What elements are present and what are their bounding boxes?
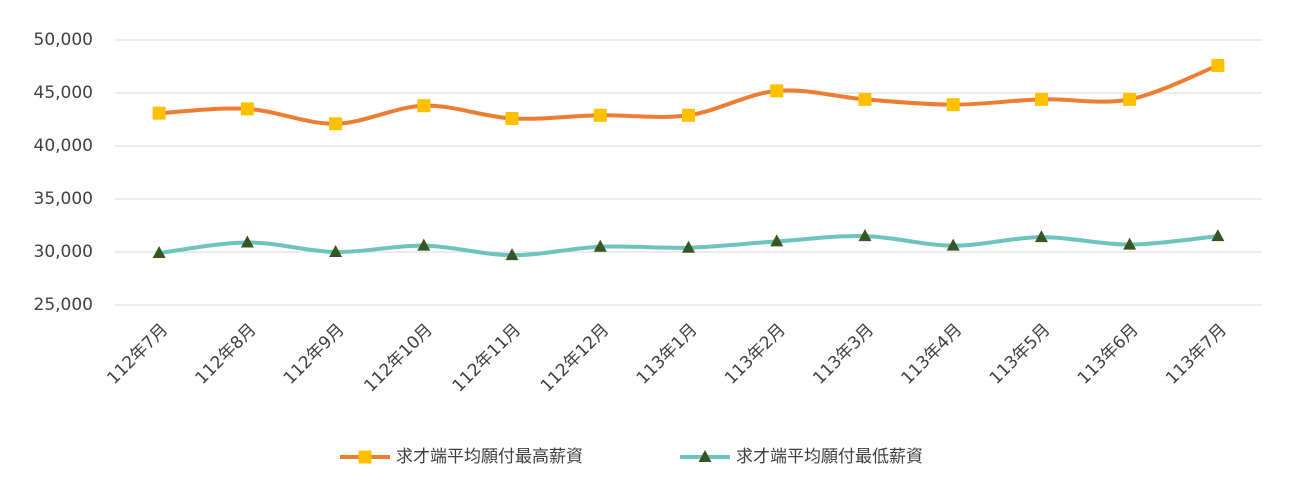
marker [417,99,431,113]
legend-label: 求才端平均願付最高薪資 [396,447,583,467]
marker [505,111,519,125]
marker [1123,92,1137,106]
marker [1211,58,1225,72]
marker [682,108,695,122]
y-tick-label: 40,000 [34,136,93,156]
x-tick-label: 112年10月 [360,320,436,396]
marker [858,92,872,106]
marker [358,450,372,464]
y-tick-label: 25,000 [34,295,93,315]
marker [770,234,784,247]
y-tick-label: 30,000 [34,242,93,262]
x-tick-label: 113年4月 [897,320,966,389]
x-tick-label: 113年1月 [633,320,702,389]
y-tick-label: 45,000 [34,83,93,103]
marker [152,246,166,259]
marker [770,84,784,98]
x-tick-label: 113年5月 [986,320,1055,389]
marker [593,239,607,252]
y-tick-label: 35,000 [34,189,93,209]
marker [1034,92,1048,106]
marker [1123,237,1137,250]
x-tick-label: 113年6月 [1074,320,1143,389]
x-tick-label: 113年3月 [809,320,878,389]
marker [329,245,343,257]
marker [946,98,960,112]
marker [329,117,343,131]
x-tick-label: 112年7月 [103,320,172,389]
marker [593,108,607,122]
marker [240,235,254,248]
marker [698,450,712,462]
marker [505,248,519,261]
marker [858,229,872,242]
marker [152,106,166,120]
x-tick-label: 112年12月 [537,320,613,396]
x-tick-label: 113年7月 [1162,320,1231,389]
x-tick-label: 112年11月 [449,320,525,396]
y-tick-label: 50,000 [34,30,93,50]
x-tick-label: 112年8月 [192,320,261,389]
x-tick-label: 112年9月 [280,320,349,389]
marker [240,102,254,116]
legend-label: 求才端平均願付最低薪資 [736,447,923,467]
marker [1034,230,1048,243]
marker [682,240,695,253]
marker [946,238,960,251]
marker [417,238,431,251]
x-tick-label: 113年2月 [721,320,790,389]
marker [1211,229,1225,242]
